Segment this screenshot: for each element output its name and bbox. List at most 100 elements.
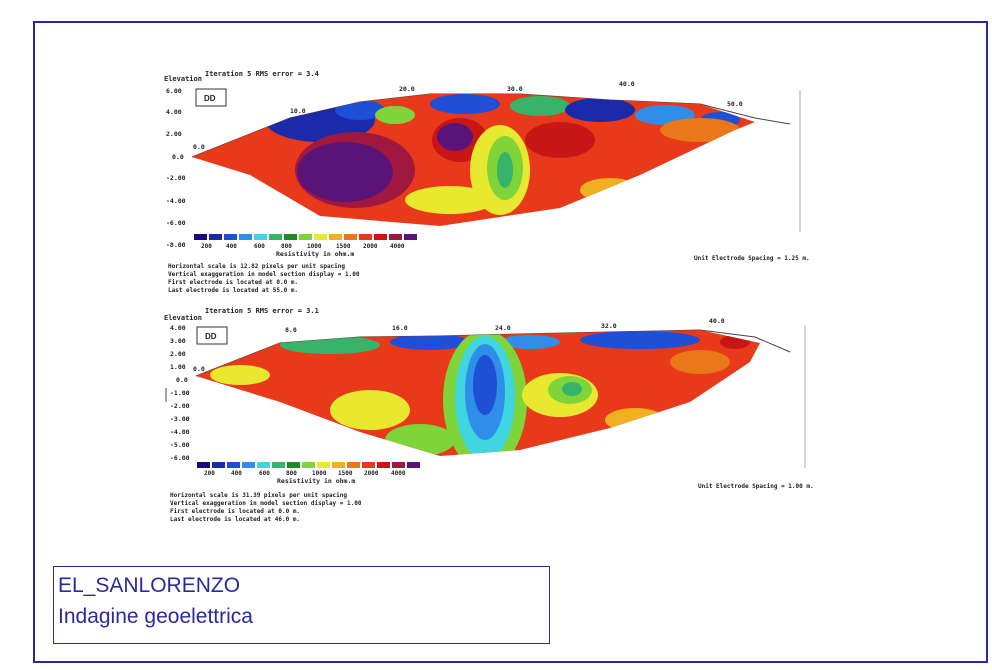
- y-axis-1: 6.00 4.00 2.00 0.0 -2.00 -4.00 -6.00 -8.…: [166, 87, 186, 249]
- legend-swatch: [269, 234, 282, 240]
- y-tick: 0.0: [172, 153, 184, 161]
- top-tick: 0.0: [193, 365, 205, 373]
- legend-swatch: [389, 234, 402, 240]
- top-axis-1: 0.0 10.0 20.0 30.0 40.0 50.0: [193, 80, 743, 151]
- top-tick: 32.0: [601, 322, 617, 330]
- top-tick: 16.0: [392, 324, 408, 332]
- legend-value: 600: [254, 243, 265, 250]
- iteration-label-2: Iteration 5 RMS error = 3.1: [205, 307, 319, 315]
- legend-2: 200 400 600 800 1000 1500 2000 4000 Resi…: [197, 462, 420, 485]
- note-line: First electrode is located at 0.0 m.: [168, 279, 298, 286]
- legend-swatch: [374, 234, 387, 240]
- method-label-2: DD: [205, 332, 217, 341]
- legend-swatch: [359, 234, 372, 240]
- legend-value: 4000: [390, 243, 405, 250]
- legend-swatch: [227, 462, 240, 468]
- y-tick: -6.00: [166, 219, 186, 227]
- top-tick: 10.0: [290, 107, 306, 115]
- legend-swatch: [224, 234, 237, 240]
- elevation-label-1: Elevation: [164, 75, 202, 83]
- caption-box: EL_SANLORENZO Indagine geoelettrica: [53, 566, 550, 644]
- y-tick: -5.00: [170, 441, 190, 449]
- top-axis-2: 0.0 8.0 16.0 24.0 32.0 40.0: [193, 317, 725, 373]
- legend-unit-2: Resistivity in ohm.m: [277, 477, 355, 485]
- legend-value: 1000: [312, 470, 327, 477]
- y-axis-2: 4.00 3.00 2.00 1.00 0.0 -1.00 -2.00 -3.0…: [170, 324, 190, 462]
- legend-value: 1500: [338, 470, 353, 477]
- legend-swatch: [329, 234, 342, 240]
- method-label-1: DD: [204, 94, 216, 103]
- top-tick: 8.0: [285, 326, 297, 334]
- note-line: Horizontal scale is 31.39 pixels per uni…: [170, 492, 347, 499]
- y-tick: 3.00: [170, 337, 186, 345]
- legend-swatch: [344, 234, 357, 240]
- legend-value: 200: [204, 470, 215, 477]
- top-tick: 40.0: [709, 317, 725, 325]
- figure-frame: [33, 21, 988, 663]
- legend-value: 1500: [336, 243, 351, 250]
- legend-value: 1000: [307, 243, 322, 250]
- legend-swatch: [254, 234, 267, 240]
- resistivity-section-2: [196, 330, 760, 456]
- method-box-2: [196, 326, 228, 345]
- y-tick: -8.00: [166, 241, 186, 249]
- y-tick: -3.00: [170, 415, 190, 423]
- legend-swatch: [257, 462, 270, 468]
- legend-swatch: [314, 234, 327, 240]
- legend-value: 200: [201, 243, 212, 250]
- note-line: First electrode is located at 0.0 m.: [170, 508, 300, 515]
- y-tick: 2.00: [166, 130, 182, 138]
- elevation-label-2: Elevation: [164, 314, 202, 322]
- legend-value: 600: [259, 470, 270, 477]
- electrode-spacing-1: Unit Electrode Spacing = 1.25 m.: [694, 255, 810, 262]
- note-line: Horizontal scale is 12.82 pixels per uni…: [168, 263, 345, 270]
- y-tick: -2.00: [170, 402, 190, 410]
- notes-2: Horizontal scale is 31.39 pixels per uni…: [170, 492, 362, 523]
- legend-value: 800: [281, 243, 292, 250]
- legend-swatch: [212, 462, 225, 468]
- legend-swatch: [287, 462, 300, 468]
- legend-swatch: [239, 234, 252, 240]
- legend-swatch: [317, 462, 330, 468]
- y-tick: 1.00: [170, 363, 186, 371]
- note-line: Last electrode is located at 46.0 m.: [170, 516, 300, 523]
- y-tick: -1.00: [170, 389, 190, 397]
- legend-swatch: [194, 234, 207, 240]
- legend-swatch: [347, 462, 360, 468]
- note-line: Vertical exaggeration in model section d…: [168, 271, 360, 278]
- method-box-1: [195, 88, 227, 107]
- legend-swatch: [377, 462, 390, 468]
- legend-swatch: [362, 462, 375, 468]
- legend-swatch: [332, 462, 345, 468]
- resistivity-section-1: [192, 94, 755, 226]
- legend-swatch: [272, 462, 285, 468]
- legend-swatch: [209, 234, 222, 240]
- legend-swatch: [302, 462, 315, 468]
- legend-swatch: [404, 234, 417, 240]
- legend-value: 800: [286, 470, 297, 477]
- y-tick: 2.00: [170, 350, 186, 358]
- legend-swatch: [197, 462, 210, 468]
- top-tick: 40.0: [619, 80, 635, 88]
- notes-1: Horizontal scale is 12.82 pixels per uni…: [168, 263, 360, 294]
- legend-swatch: [407, 462, 420, 468]
- legend-swatch: [284, 234, 297, 240]
- survey-type: Indagine geoelettrica: [58, 605, 253, 628]
- y-tick: -4.00: [170, 428, 190, 436]
- legend-swatch: [242, 462, 255, 468]
- legend-value: 400: [231, 470, 242, 477]
- y-tick: -4.00: [166, 197, 186, 205]
- legend-unit-1: Resistivity in ohm.m: [276, 250, 354, 258]
- note-line: Last electrode is located at 55.0 m.: [168, 287, 298, 294]
- top-tick: 30.0: [507, 85, 523, 93]
- top-tick: 50.0: [727, 100, 743, 108]
- y-tick: -6.00: [170, 454, 190, 462]
- legend-value: 2000: [363, 243, 378, 250]
- top-tick: 0.0: [193, 143, 205, 151]
- site-name: EL_SANLORENZO: [58, 574, 241, 597]
- y-tick: 4.00: [170, 324, 186, 332]
- legend-value: 2000: [364, 470, 379, 477]
- legend-swatch: [392, 462, 405, 468]
- section-2: Iteration 5 RMS error = 3.1 Elevation 4.…: [164, 307, 814, 523]
